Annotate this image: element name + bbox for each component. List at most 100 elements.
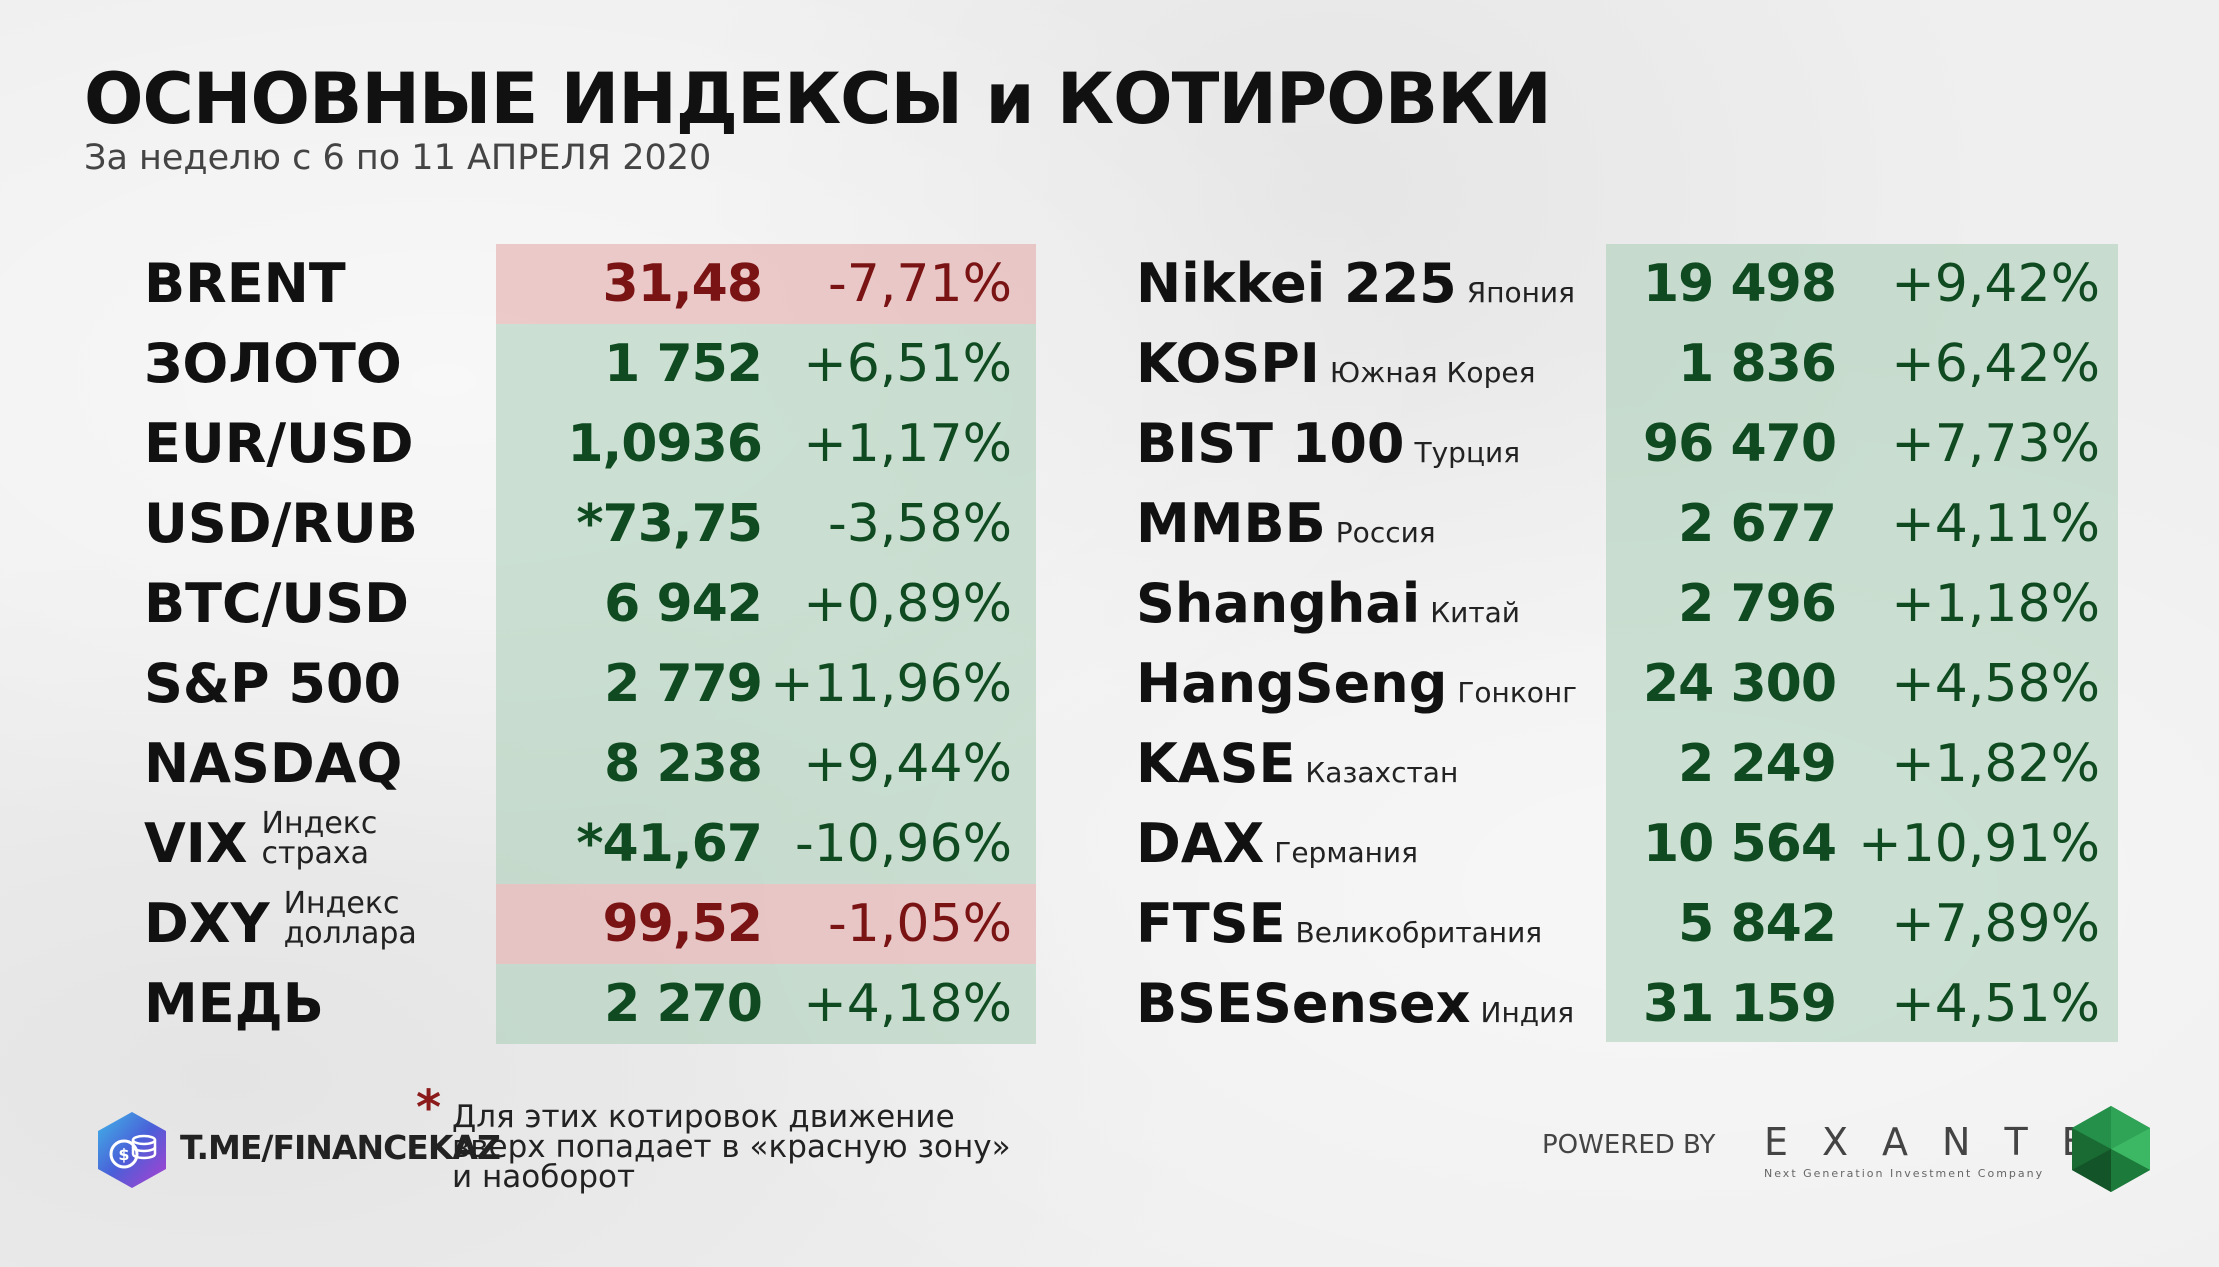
instrument-note-line: страха — [261, 836, 370, 872]
left-row-label: ЗОЛОТО — [144, 332, 402, 395]
quote-change: -10,96% — [794, 814, 1012, 874]
instrument-name: USD/RUB — [144, 492, 418, 555]
quote-value: 2 779 — [604, 654, 763, 714]
left-row-zone-green — [496, 724, 1036, 804]
quote-value: 1,0936 — [567, 414, 763, 474]
quote-change: +11,96% — [770, 654, 1012, 714]
index-change: +9,42% — [1891, 254, 2100, 314]
index-name: Shanghai — [1136, 572, 1421, 635]
index-value: 1 836 — [1678, 334, 1837, 394]
brand-wordmark[interactable]: EXANTE — [1764, 1120, 2120, 1164]
quote-value: *73,75 — [576, 494, 763, 554]
left-row-label: USD/RUB — [144, 492, 418, 555]
quote-value: 6 942 — [604, 574, 763, 634]
index-country: Китай — [1430, 596, 1521, 629]
page-title: ОСНОВНЫЕ ИНДЕКСЫ и КОТИРОВКИ — [84, 58, 1552, 140]
instrument-name: S&P 500 — [144, 652, 402, 715]
instrument-note-line: Индекс — [261, 806, 378, 842]
footnote-asterisk: * — [416, 1080, 442, 1136]
quote-value: 99,52 — [602, 894, 763, 954]
left-row-zone-green — [496, 484, 1036, 564]
right-row-label: FTSE Великобритания — [1136, 892, 1542, 955]
index-change: +7,73% — [1891, 414, 2100, 474]
right-row-label: HangSeng Гонконг — [1136, 652, 1577, 715]
instrument-name: NASDAQ — [144, 732, 403, 795]
quote-value: 2 270 — [604, 974, 763, 1034]
index-name: BIST 100 — [1136, 412, 1405, 475]
left-row-zone-green — [496, 804, 1036, 884]
index-value: 2 796 — [1678, 574, 1837, 634]
right-row-label: KASE Казахстан — [1136, 732, 1458, 795]
quote-change: -1,05% — [828, 894, 1012, 954]
instrument-name: DXY — [144, 892, 270, 955]
quote-value: 8 238 — [604, 734, 763, 794]
powered-by-label: POWERED BY — [1542, 1130, 1716, 1160]
instrument-note-line: доллара — [283, 916, 417, 952]
index-value: 2 677 — [1678, 494, 1837, 554]
index-value: 2 249 — [1678, 734, 1837, 794]
right-row-label: DAX Германия — [1136, 812, 1418, 875]
index-change: +7,89% — [1891, 894, 2100, 954]
page-subtitle: За неделю с 6 по 11 АПРЕЛЯ 2020 — [84, 138, 712, 178]
brand-tagline: Next Generation Investment Company — [1764, 1167, 2045, 1180]
emerald-gem-icon — [2070, 1104, 2152, 1194]
index-value: 24 300 — [1642, 654, 1837, 714]
index-name: FTSE — [1136, 892, 1286, 955]
right-row-label: Nikkei 225 Япония — [1136, 252, 1575, 315]
left-values-panel — [496, 244, 1036, 1044]
left-row-label: BRENT — [144, 252, 346, 315]
index-change: +1,18% — [1891, 574, 2100, 634]
left-row-zone-green — [496, 404, 1036, 484]
left-row-zone-red — [496, 244, 1036, 324]
instrument-name: МЕДЬ — [144, 972, 324, 1035]
index-country: Япония — [1466, 276, 1575, 309]
quote-value: 31,48 — [602, 254, 763, 314]
right-row-label: KOSPI Южная Корея — [1136, 332, 1535, 395]
instrument-note: Индекс доллара — [284, 889, 417, 949]
footnote-line: вверх попадает в «красную зону» — [452, 1129, 1011, 1165]
left-row-label: МЕДЬ — [144, 972, 324, 1035]
index-name: ММВБ — [1136, 492, 1326, 555]
index-name: HangSeng — [1136, 652, 1448, 715]
index-country: Гонконг — [1457, 676, 1577, 709]
quote-change: -3,58% — [828, 494, 1012, 554]
left-row-zone-green — [496, 324, 1036, 404]
index-value: 31 159 — [1642, 974, 1837, 1034]
index-value: 96 470 — [1642, 414, 1837, 474]
index-name: KOSPI — [1136, 332, 1320, 395]
left-row-label: S&P 500 — [144, 652, 401, 715]
left-row-label: NASDAQ — [144, 732, 402, 795]
quote-value: 1 752 — [604, 334, 763, 394]
index-value: 10 564 — [1642, 814, 1837, 874]
index-change: +10,91% — [1858, 814, 2100, 874]
index-country: Россия — [1335, 516, 1436, 549]
instrument-name: VIX — [144, 812, 248, 875]
index-change: +4,51% — [1891, 974, 2100, 1034]
left-row-zone-green — [496, 644, 1036, 724]
quote-value: *41,67 — [576, 814, 763, 874]
index-name: Nikkei 225 — [1136, 252, 1457, 315]
instrument-name: BTC/USD — [144, 572, 409, 635]
left-row-zone-green — [496, 564, 1036, 644]
right-values-panel — [1606, 244, 2118, 1042]
right-row-label: Shanghai Китай — [1136, 572, 1520, 635]
right-row-label: BSESensex Индия — [1136, 972, 1574, 1035]
index-change: +4,11% — [1891, 494, 2100, 554]
instrument-note: Индекс страха — [262, 809, 378, 869]
index-country: Турция — [1414, 436, 1521, 469]
index-change: +1,82% — [1891, 734, 2100, 794]
footnote-text: Для этих котировок движение вверх попада… — [452, 1099, 1092, 1195]
index-name: KASE — [1136, 732, 1296, 795]
svg-text:$: $ — [118, 1145, 129, 1164]
index-change: +4,58% — [1891, 654, 2100, 714]
coin-stack-icon[interactable]: $ — [92, 1110, 172, 1190]
instrument-name: ЗОЛОТО — [144, 332, 402, 395]
footnote-line: Для этих котировок движение — [452, 1099, 955, 1135]
quote-change: +4,18% — [803, 974, 1012, 1034]
channel-link[interactable]: T.ME/FINANCEKAZ — [180, 1128, 501, 1167]
quote-change: +1,17% — [803, 414, 1012, 474]
quote-change: +0,89% — [803, 574, 1012, 634]
index-value: 5 842 — [1678, 894, 1837, 954]
index-change: +6,42% — [1891, 334, 2100, 394]
footnote-line: и наоборот — [452, 1159, 636, 1195]
